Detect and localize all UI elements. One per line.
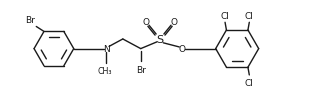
Text: N: N: [103, 45, 110, 54]
Text: S: S: [156, 35, 163, 45]
Text: Br: Br: [25, 16, 35, 25]
Text: CH₃: CH₃: [98, 66, 112, 75]
Text: Cl: Cl: [221, 11, 230, 20]
Text: Cl: Cl: [245, 78, 254, 87]
Text: O: O: [170, 17, 177, 26]
Text: O: O: [143, 17, 150, 26]
Text: Br: Br: [136, 65, 146, 74]
Text: Cl: Cl: [245, 11, 254, 20]
Text: O: O: [179, 45, 186, 54]
